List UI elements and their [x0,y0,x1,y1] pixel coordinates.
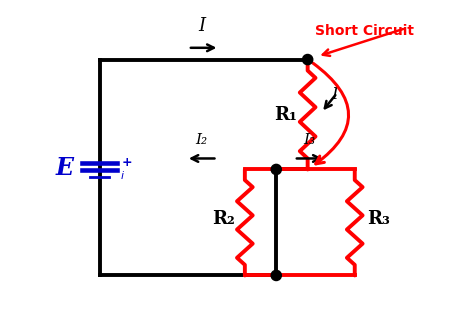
Text: +: + [122,156,133,169]
Text: R₁: R₁ [274,106,298,124]
Circle shape [271,270,282,280]
Text: I₃: I₃ [303,133,316,147]
Text: I: I [331,86,338,104]
Text: I: I [198,17,205,35]
FancyArrowPatch shape [313,63,348,164]
Text: Short Circuit: Short Circuit [315,24,414,38]
Circle shape [302,55,313,65]
Text: I₂: I₂ [196,133,208,147]
Text: R₃: R₃ [367,209,390,227]
Text: i: i [120,171,124,181]
Circle shape [271,164,282,175]
Text: R₂: R₂ [212,209,235,227]
Text: E: E [55,155,73,180]
